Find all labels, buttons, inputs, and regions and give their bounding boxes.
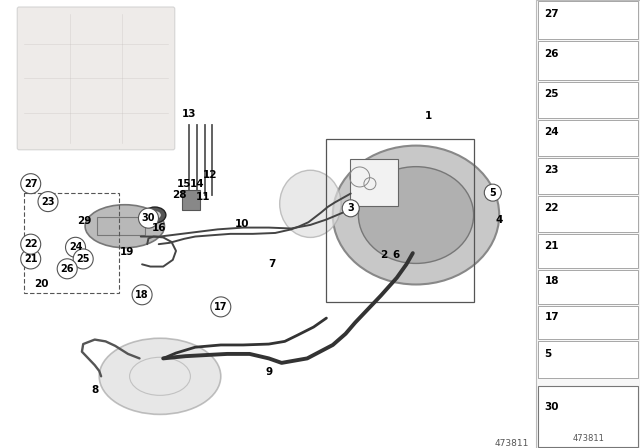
Text: 16: 16 (152, 223, 166, 233)
Text: 22: 22 (544, 203, 559, 213)
Text: 15: 15 (177, 179, 191, 189)
Text: 8: 8 (91, 385, 99, 395)
Circle shape (132, 285, 152, 305)
Text: 28: 28 (172, 190, 186, 200)
Circle shape (65, 237, 86, 257)
Text: 10: 10 (235, 219, 249, 229)
Text: 23: 23 (41, 197, 55, 207)
Text: 24: 24 (544, 127, 559, 137)
Circle shape (342, 200, 359, 217)
Circle shape (20, 174, 41, 194)
Bar (538, 158, 638, 194)
Bar (538, 386, 638, 447)
Bar (538, 196, 638, 232)
Text: 18: 18 (544, 276, 559, 286)
Text: 5: 5 (490, 188, 496, 198)
Text: 21: 21 (544, 241, 559, 250)
Text: 26: 26 (60, 264, 74, 274)
Text: 18: 18 (135, 290, 149, 300)
Circle shape (20, 249, 41, 269)
Bar (538, 234, 638, 268)
Circle shape (57, 259, 77, 279)
Ellipse shape (85, 205, 164, 248)
Text: 27: 27 (544, 9, 559, 19)
Text: 17: 17 (544, 312, 559, 322)
Text: 25: 25 (76, 254, 90, 264)
Text: 30: 30 (544, 402, 559, 412)
Text: 5: 5 (544, 349, 552, 359)
Circle shape (38, 192, 58, 211)
Circle shape (20, 234, 41, 254)
Text: 22: 22 (24, 239, 38, 249)
Bar (350, 159, 398, 206)
Ellipse shape (280, 170, 341, 237)
Text: 17: 17 (214, 302, 228, 312)
Text: 29: 29 (77, 216, 92, 226)
FancyBboxPatch shape (17, 7, 175, 150)
Text: 473811: 473811 (495, 439, 529, 448)
Text: 27: 27 (24, 179, 38, 189)
Text: 9: 9 (265, 367, 273, 377)
Text: 13: 13 (182, 109, 196, 119)
Ellipse shape (333, 146, 499, 284)
Bar (24, 193, 119, 293)
Circle shape (484, 184, 501, 201)
Text: 19: 19 (120, 247, 134, 257)
Text: 3: 3 (348, 203, 354, 213)
Bar (538, 341, 638, 378)
Text: 23: 23 (544, 165, 559, 175)
Circle shape (73, 249, 93, 269)
Text: 473811: 473811 (572, 434, 604, 443)
Text: 4: 4 (495, 215, 503, 224)
Text: 21: 21 (24, 254, 38, 264)
Bar (538, 82, 638, 118)
Bar (538, 270, 638, 304)
Ellipse shape (129, 357, 191, 395)
Text: 1: 1 (425, 112, 433, 121)
Text: 6: 6 (392, 250, 399, 260)
Bar (536, 0, 640, 448)
Text: 24: 24 (68, 242, 83, 252)
Bar (182, 190, 200, 211)
Text: 25: 25 (544, 89, 559, 99)
Bar (538, 41, 638, 80)
Text: 30: 30 (141, 213, 156, 223)
Bar (538, 1, 638, 39)
Circle shape (211, 297, 231, 317)
Ellipse shape (149, 211, 161, 219)
Text: 14: 14 (190, 179, 204, 189)
Text: 20: 20 (35, 280, 49, 289)
Ellipse shape (358, 167, 474, 263)
Circle shape (138, 208, 159, 228)
Text: 7: 7 (268, 259, 276, 269)
Bar (326, 139, 474, 302)
Text: 11: 11 (196, 192, 211, 202)
Text: 26: 26 (544, 49, 559, 60)
Bar (538, 120, 638, 156)
Bar (97, 217, 145, 235)
Text: 2: 2 (380, 250, 388, 260)
Ellipse shape (99, 338, 221, 414)
Bar (538, 306, 638, 340)
Ellipse shape (144, 207, 166, 223)
Text: 12: 12 (203, 170, 217, 180)
